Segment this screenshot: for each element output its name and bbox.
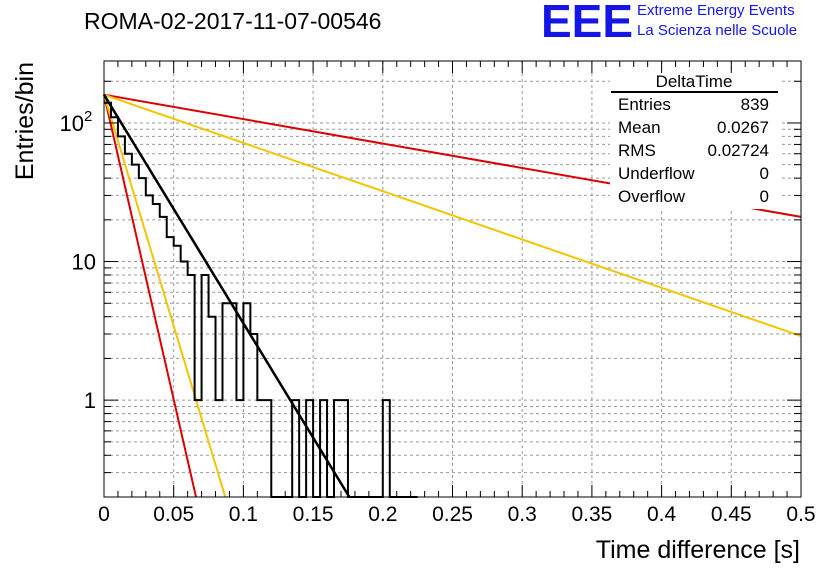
y-axis-label: Entries/bin [11, 62, 39, 180]
stats-row-value: 0 [760, 164, 769, 183]
x-tick-label: 0.1 [229, 503, 258, 526]
stats-row-label: Overflow [618, 187, 686, 206]
x-tick-label: 0.45 [711, 503, 752, 526]
fit-line [103, 94, 197, 498]
logo-caption-line2: La Scienza nelle Scuole [637, 22, 798, 39]
x-tick-label: 0.3 [508, 503, 537, 526]
stats-box: DeltaTime Entries 839 Mean 0.0267 RMS 0.02724… [610, 72, 780, 209]
logo-caption-line1: Extreme Energy Events [637, 2, 795, 19]
y-tick-label: 10 [60, 111, 84, 136]
histogram-bars [102, 94, 418, 498]
x-tick-labels: 0 0.05 0.1 0.15 0.2 0.25 0.3 0.35 0.4 0.45 0.5 [98, 503, 815, 526]
fit-line [103, 94, 227, 498]
x-tick-label: 0.2 [368, 503, 397, 526]
stats-row-value: 839 [741, 95, 769, 114]
x-tick-label: 0.15 [293, 503, 334, 526]
stats-row-label: Underflow [618, 164, 695, 183]
stats-box-background [610, 73, 780, 209]
axis-ticks [103, 61, 802, 498]
x-axis-label: Time difference [s] [596, 536, 800, 564]
x-tick-label: 0.35 [571, 503, 612, 526]
x-tick-label: 0.25 [432, 503, 473, 526]
y-tick-exponent: 2 [84, 108, 92, 125]
fit-line [103, 93, 802, 337]
chart-title: ROMA-02-2017-11-07-00546 [84, 8, 382, 34]
stats-row-label: Entries [618, 95, 671, 114]
stats-row-label: RMS [618, 141, 656, 160]
x-tick-label: 0.4 [647, 503, 677, 526]
x-tick-label: 0 [98, 503, 110, 526]
stats-box-title: DeltaTime [656, 72, 733, 91]
stats-row-value: 0 [760, 187, 769, 206]
stats-row-value: 0.0267 [717, 118, 769, 137]
eee-logo-mark: EEE [541, 0, 634, 47]
x-tick-label: 0.5 [786, 503, 815, 526]
stats-row-value: 0.02724 [708, 141, 769, 160]
grid-lines [104, 61, 801, 498]
y-tick-label: 10 [72, 250, 96, 275]
histogram-outline [104, 101, 418, 498]
stats-row-label: Mean [618, 118, 661, 137]
y-tick-label: 1 [84, 388, 96, 413]
exponential-fit-line [102, 94, 351, 498]
x-tick-label: 0.05 [153, 503, 194, 526]
